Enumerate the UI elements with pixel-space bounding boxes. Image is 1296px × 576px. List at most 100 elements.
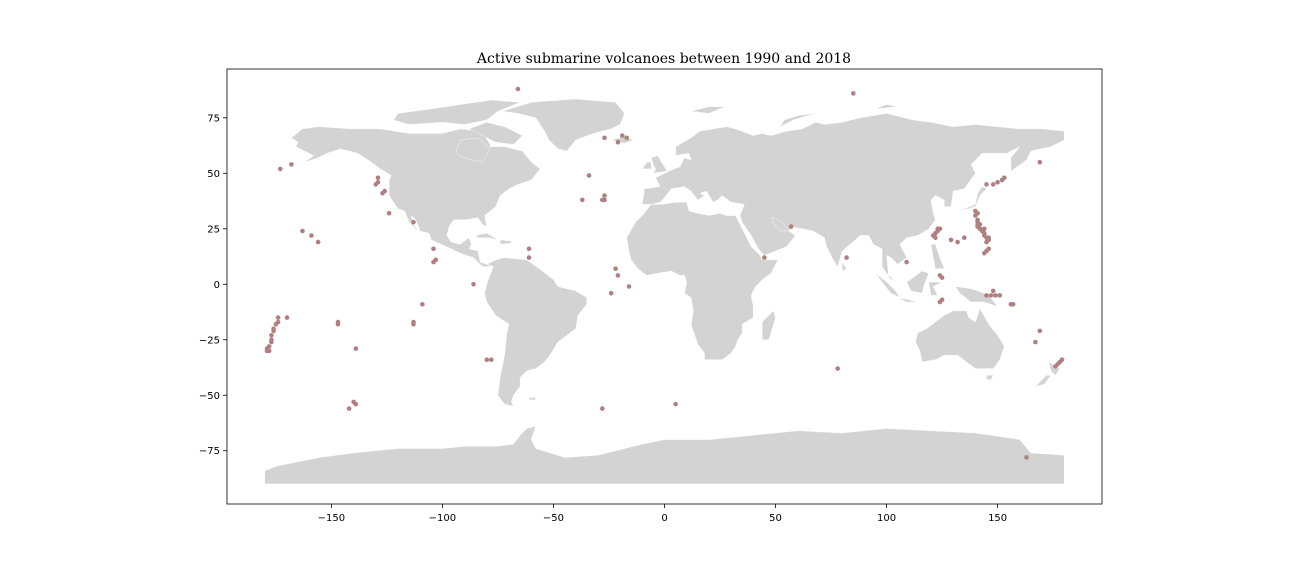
volcano-point	[955, 239, 960, 245]
volcano-point	[353, 346, 359, 351]
volcano-point	[411, 219, 416, 225]
volcano-point	[984, 239, 989, 245]
volcano-point	[788, 224, 794, 229]
volcano-point	[615, 139, 621, 145]
land-antarctica	[264, 426, 1065, 485]
volcano-point	[484, 357, 490, 363]
volcano-point	[375, 179, 381, 185]
y-tick-label: −50	[199, 391, 220, 402]
x-tick-label: −100	[429, 513, 456, 524]
land-madagascar	[762, 310, 776, 340]
volcano-point	[346, 406, 352, 411]
volcano-point	[624, 135, 629, 141]
volcano-point	[309, 233, 314, 238]
volcano-point	[984, 293, 989, 298]
volcano-point	[1053, 364, 1058, 369]
land-baffin	[468, 122, 523, 145]
volcano-point	[1010, 302, 1016, 307]
volcano-point	[626, 284, 632, 289]
volcano-point	[1037, 159, 1043, 165]
volcano-point	[975, 222, 980, 227]
volcano-point	[375, 175, 381, 181]
volcano-point	[386, 211, 392, 216]
volcano-point	[586, 173, 592, 178]
volcano-point	[762, 255, 767, 260]
volcano-point	[526, 246, 532, 252]
volcano-point	[526, 255, 532, 260]
volcano-point	[988, 293, 994, 298]
land-svalbard	[691, 106, 725, 114]
land-ireland	[641, 161, 652, 170]
land-hispaniola	[500, 239, 512, 245]
volcano-point	[948, 237, 954, 243]
volcano-point	[431, 246, 436, 252]
land-sulawesi	[928, 281, 943, 296]
volcano-point	[982, 250, 987, 256]
land-philippines	[930, 244, 945, 269]
land-new-zealand-s	[1034, 375, 1052, 387]
y-tick-label: −25	[199, 335, 220, 346]
volcano-point	[904, 259, 909, 265]
volcano-point	[351, 399, 356, 405]
land-sumatra	[875, 273, 901, 299]
land-eurasia	[642, 113, 1065, 283]
y-tick-label: 75	[207, 113, 220, 124]
volcano-point	[1024, 455, 1029, 460]
volcano-point	[997, 293, 1003, 298]
volcano-point	[273, 321, 279, 327]
land-new-guinea	[954, 286, 999, 307]
volcano-point	[937, 299, 943, 305]
x-tick-label: 50	[769, 513, 782, 524]
land-africa	[626, 201, 779, 360]
y-tick-label: −75	[199, 446, 220, 457]
land-novaya-zemlya	[779, 113, 816, 128]
volcano-point	[973, 213, 978, 218]
volcano-point	[269, 333, 274, 338]
volcano-points	[264, 86, 1065, 460]
volcano-point	[284, 315, 290, 320]
volcano-point	[580, 197, 585, 203]
volcano-point	[844, 255, 849, 260]
volcano-point	[315, 239, 321, 245]
volcano-point	[939, 275, 945, 280]
volcano-point	[1037, 328, 1043, 334]
volcano-point	[835, 366, 840, 371]
volcano-point	[266, 348, 272, 354]
volcano-point	[300, 228, 305, 234]
land-south-america	[484, 257, 587, 407]
volcano-point	[433, 257, 439, 263]
volcano-point	[962, 235, 967, 240]
volcano-point	[471, 282, 476, 287]
world-land-map	[264, 98, 1065, 485]
volcano-point	[489, 357, 494, 363]
x-tick-label: 0	[661, 513, 667, 524]
land-sri-lanka	[842, 261, 847, 272]
volcano-point	[602, 193, 607, 198]
volcano-point	[993, 293, 998, 298]
volcano-point	[933, 235, 938, 240]
volcano-point	[275, 315, 281, 320]
volcano-point	[278, 166, 283, 172]
land-java	[897, 297, 918, 303]
volcano-point	[851, 91, 856, 96]
land-arctic-canada	[393, 99, 521, 125]
volcano-point	[982, 226, 987, 232]
volcano-point	[420, 302, 425, 307]
chart-title: Active submarine volcanoes between 1990 …	[476, 51, 851, 67]
volcano-point	[613, 266, 618, 272]
volcano-point	[600, 406, 605, 411]
x-tick-label: −150	[318, 513, 345, 524]
land-britain	[650, 155, 668, 174]
volcano-point	[673, 401, 678, 407]
volcano-point	[515, 86, 521, 92]
volcano-point	[335, 321, 341, 327]
volcano-point	[986, 246, 991, 252]
x-tick-label: 150	[988, 513, 1007, 524]
land-australia	[915, 308, 1005, 369]
volcano-point	[289, 162, 294, 167]
land-greenland	[502, 98, 625, 152]
x-axis: −150 −100 −50 0 50 100 150	[318, 504, 1007, 524]
x-tick-label: −50	[543, 513, 564, 524]
land-falklands	[528, 397, 536, 400]
